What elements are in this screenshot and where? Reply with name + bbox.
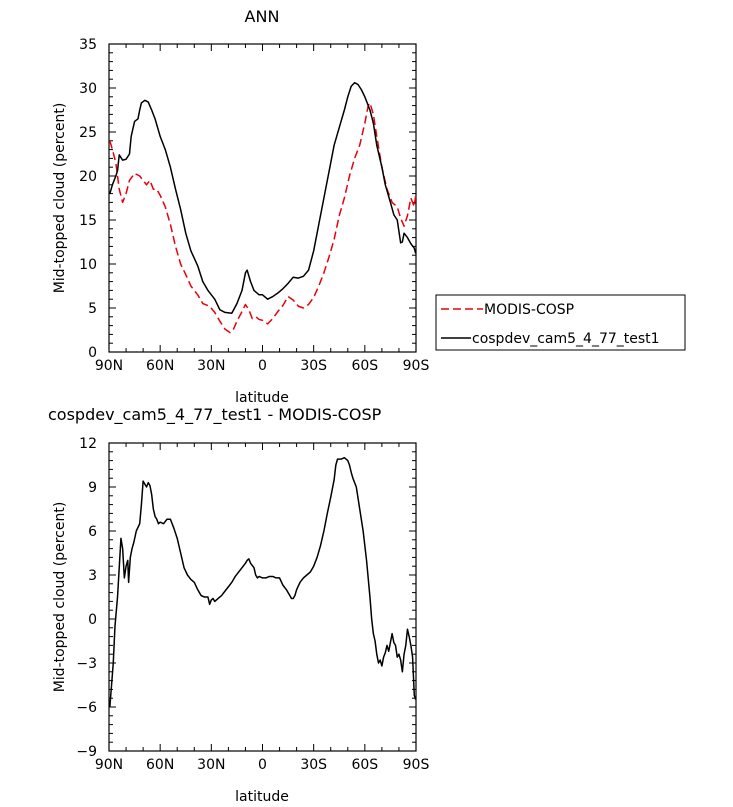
y-tick-label: 35 [79, 37, 97, 53]
bottom-panel: cospdev_cam5_4_77_test1 - MODIS-COSP 90N… [48, 405, 429, 805]
legend-label-model: cospdev_cam5_4_77_test1 [472, 331, 660, 347]
legend-box [435, 294, 686, 351]
x-tick-label: 30N [197, 757, 225, 773]
x-tick-label: 60S [351, 358, 378, 374]
bottom-y-axis-label: Mid-topped cloud (percent) [52, 502, 68, 693]
y-tick-label: 6 [88, 524, 97, 540]
bottom-chart-title: cospdev_cam5_4_77_test1 - MODIS-COSP [48, 405, 382, 425]
y-tick-label: 25 [79, 125, 97, 141]
x-tick-label: 60N [146, 757, 174, 773]
bottom-x-axis-label: latitude [235, 789, 289, 805]
x-tick-label: 60S [351, 757, 378, 773]
series-line-0 [109, 456, 417, 708]
y-tick-label: 30 [79, 81, 97, 97]
y-tick-label: −3 [76, 656, 97, 672]
y-tick-label: 5 [88, 301, 97, 317]
top-panel: ANN 90N 60N 30N 0 30S 60S 90S 0 5 10 15 20 25 30 35 l… [52, 7, 429, 406]
y-tick-label: 0 [88, 345, 97, 361]
y-tick-label: −9 [76, 744, 97, 760]
y-tick-label: 15 [79, 213, 97, 229]
x-tick-label: 90N [95, 358, 123, 374]
y-tick-label: 3 [88, 568, 97, 584]
legend-label-modis-cosp: MODIS-COSP [484, 302, 574, 318]
y-tick-label: −6 [76, 700, 97, 716]
top-chart-title: ANN [245, 7, 280, 26]
x-tick-label: 90S [403, 757, 430, 773]
x-tick-label: 30S [300, 358, 327, 374]
legend: MODIS-COSP cospdev_cam5_4_77_test1 [435, 294, 686, 351]
y-tick-label: 10 [79, 257, 97, 273]
y-tick-label: 0 [88, 612, 97, 628]
x-tick-label: 90S [403, 358, 430, 374]
top-plot-frame [108, 43, 417, 353]
x-tick-label: 90N [95, 757, 123, 773]
top-y-ticks: 0 5 10 15 20 25 30 35 [79, 37, 416, 361]
x-tick-label: 30S [300, 757, 327, 773]
x-tick-label: 0 [258, 358, 267, 374]
bottom-x-ticks: 90N 60N 30N 0 30S 60S 90S [95, 443, 430, 773]
top-series-lines [109, 81, 417, 334]
top-x-axis-label: latitude [235, 390, 289, 406]
x-tick-label: 30N [197, 358, 225, 374]
bottom-series-lines [109, 456, 417, 708]
y-tick-label: 12 [79, 436, 97, 452]
y-tick-label: 20 [79, 169, 97, 185]
top-y-axis-label: Mid-topped cloud (percent) [52, 103, 68, 294]
x-tick-label: 60N [146, 358, 174, 374]
bottom-y-ticks: −9 −6 −3 0 3 6 9 12 [76, 436, 416, 760]
top-x-ticks: 90N 60N 30N 0 30S 60S 90S [95, 44, 430, 374]
series-line-1 [109, 81, 417, 315]
x-tick-label: 0 [258, 757, 267, 773]
series-line-0 [109, 102, 417, 334]
y-tick-label: 9 [88, 480, 97, 496]
